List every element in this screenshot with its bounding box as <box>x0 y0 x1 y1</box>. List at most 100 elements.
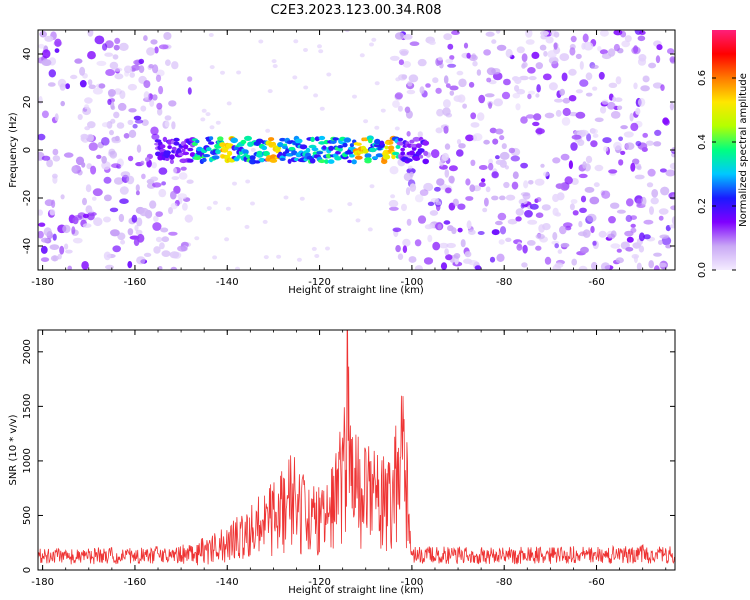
heatmap-faint-cell <box>390 194 396 199</box>
heatmap-signal-cell <box>269 154 277 160</box>
heatmap-noise-cell <box>436 178 445 186</box>
colorbar-ticks: 0.0 0.2 0.4 0.6 <box>697 70 736 278</box>
heatmap-noise-cell <box>470 112 477 120</box>
heatmap-noise-cell <box>484 93 495 98</box>
heatmap-noise-cell <box>40 245 48 254</box>
heatmap-noise-cell <box>140 105 147 112</box>
heatmap-noise-cell <box>485 31 495 37</box>
heatmap-noise-cell <box>143 252 152 257</box>
heatmap-noise-cell <box>447 225 454 232</box>
heatmap-noise-cell <box>118 213 125 223</box>
heatmap-noise-cell <box>84 126 91 131</box>
heatmap-noise-cell <box>143 80 151 89</box>
heatmap-faint-cell <box>209 125 215 130</box>
heatmap-noise-cell <box>575 89 584 94</box>
heatmap-noise-cell <box>497 212 507 221</box>
heatmap-noise-cell <box>417 58 427 67</box>
heatmap-faint-cell <box>225 206 231 211</box>
x-tick-label: -160 <box>124 577 147 588</box>
heatmap-signal-cell <box>187 147 194 152</box>
heatmap-noise-cell <box>168 100 177 107</box>
heatmap-noise-cell <box>669 224 675 229</box>
heatmap-noise-cell <box>643 234 651 240</box>
heatmap-noise-cell <box>443 220 451 225</box>
heatmap-noise-cell <box>466 52 471 59</box>
heatmap-noise-cell <box>152 222 162 231</box>
heatmap-signal-cell <box>374 138 381 145</box>
heatmap-noise-cell <box>456 70 464 76</box>
colorbar-gradient <box>712 30 736 270</box>
heatmap-noise-cell <box>406 89 416 95</box>
heatmap-noise-cell <box>129 72 135 78</box>
heatmap-noise-cell <box>658 262 667 268</box>
heatmap-noise-cell <box>409 183 417 192</box>
heatmap-noise-cell <box>499 151 510 160</box>
heatmap-noise-cell <box>470 159 476 166</box>
heatmap-noise-cell <box>527 67 536 74</box>
heatmap-signal-cell <box>384 145 389 150</box>
heatmap-noise-cell <box>474 265 482 270</box>
heatmap-noise-cell <box>187 87 192 95</box>
heatmap-signal-cell <box>183 144 189 150</box>
heatmap-noise-cell <box>477 231 485 235</box>
heatmap-noise-cell <box>660 84 665 91</box>
heatmap-noise-cell <box>520 162 528 169</box>
heatmap-noise-cell <box>489 256 496 263</box>
heatmap-noise-cell <box>400 50 409 56</box>
heatmap-noise-cell <box>84 104 90 110</box>
heatmap-noise-cell <box>486 67 496 76</box>
heatmap-noise-cell <box>521 63 526 69</box>
heatmap-signal-cell <box>417 148 425 153</box>
heatmap-noise-cell <box>465 196 474 201</box>
heatmap-noise-cell <box>586 213 597 223</box>
heatmap-noise-cell <box>653 141 662 147</box>
heatmap-noise-cell <box>449 55 455 60</box>
heatmap-noise-cell <box>87 79 93 86</box>
heatmap-signal-cell <box>295 138 303 144</box>
heatmap-signal-cell <box>387 145 395 150</box>
heatmap-noise-cell <box>503 181 510 189</box>
heatmap-noise-cell <box>654 129 662 136</box>
colorbar-tick-label: 0.4 <box>697 134 708 150</box>
heatmap-noise-cell <box>431 149 440 159</box>
heatmap-noise-cell <box>616 248 622 253</box>
heatmap-faint-cell <box>267 89 273 94</box>
heatmap-noise-cell <box>153 215 159 222</box>
heatmap-noise-cell <box>170 202 178 210</box>
heatmap-noise-cell <box>536 197 542 203</box>
heatmap-noise-cell <box>388 199 399 208</box>
heatmap-noise-cell <box>511 181 519 190</box>
heatmap-signal-cell <box>311 147 319 152</box>
heatmap-noise-cell <box>65 83 70 90</box>
heatmap-noise-cell <box>107 89 116 97</box>
heatmap-noise-cell <box>88 142 98 151</box>
heatmap-noise-cell <box>447 43 454 50</box>
heatmap-noise-cell <box>520 116 528 124</box>
heatmap-noise-cell <box>74 58 83 64</box>
heatmap-noise-cell <box>171 176 180 181</box>
heatmap-signal-cell <box>409 139 415 144</box>
heatmap-noise-cell <box>43 227 52 237</box>
heatmap-noise-cell <box>113 44 120 51</box>
heatmap-signal-cell <box>261 145 268 151</box>
heatmap-signal-cell <box>227 150 233 156</box>
heatmap-signal-cell <box>162 136 168 142</box>
heatmap-faint-cell <box>347 202 353 207</box>
heatmap-noise-cell <box>635 107 641 115</box>
heatmap-faint-cell <box>380 108 386 113</box>
heatmap-noise-cell <box>134 224 139 232</box>
heatmap-noise-cell <box>138 58 145 65</box>
heatmap-noise-cell <box>52 155 61 162</box>
heatmap-signal-cell <box>423 150 429 156</box>
heatmap-faint-cell <box>201 108 207 113</box>
x-tick-label: -180 <box>31 277 54 288</box>
heatmap-noise-cell <box>656 44 663 51</box>
heatmap-noise-cell <box>127 119 134 125</box>
heatmap-noise-cell <box>495 128 504 135</box>
heatmap-signal-cell <box>173 137 180 142</box>
heatmap-signal-cell <box>349 154 355 158</box>
heatmap-noise-cell <box>437 56 443 61</box>
heatmap-noise-cell <box>152 94 158 101</box>
heatmap-noise-cell <box>635 140 642 147</box>
heatmap-signal-cell <box>415 143 422 149</box>
